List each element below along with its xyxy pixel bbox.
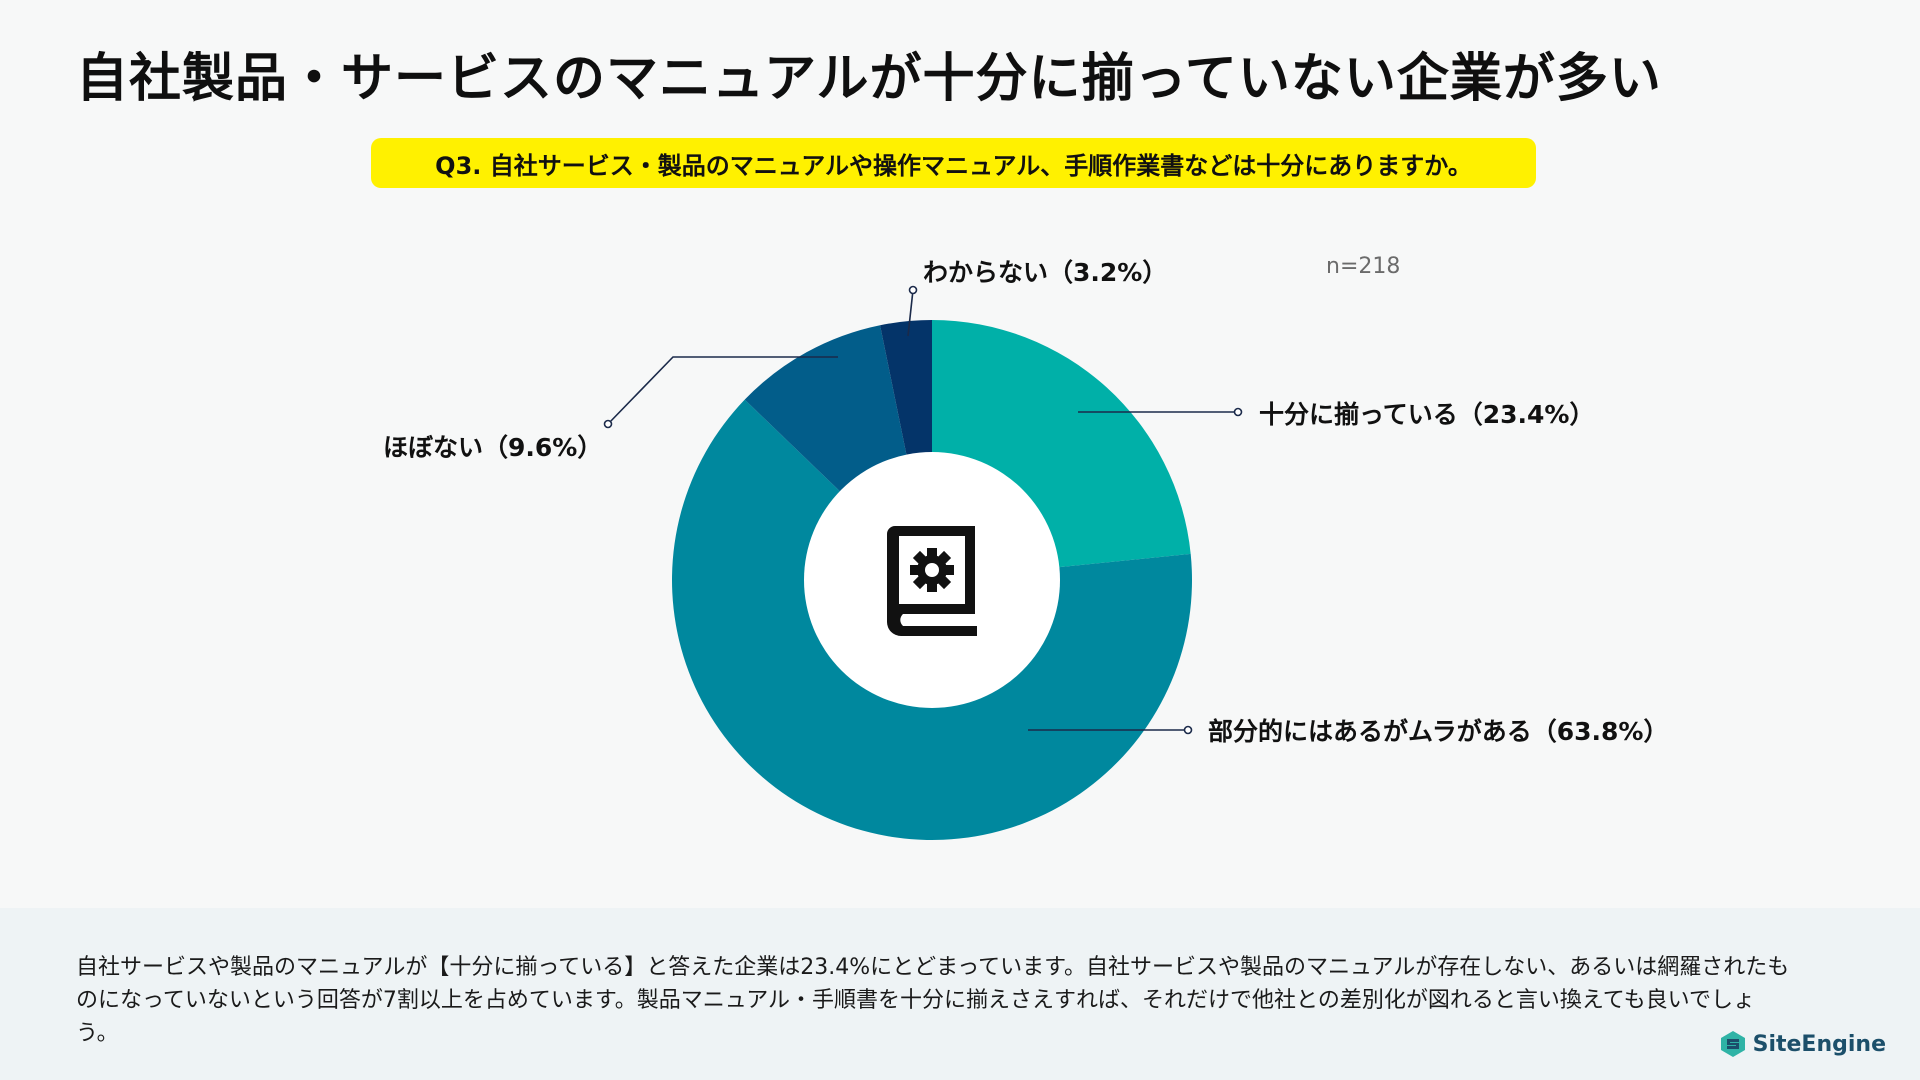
slice-label-partial: 部分的にはあるがムラがある（63.8%） xyxy=(1208,717,1669,746)
footer-panel xyxy=(0,908,1920,1080)
leader-dot-0 xyxy=(1233,407,1243,417)
leader-dot-2 xyxy=(603,419,613,429)
footer-summary-text: 自社サービスや製品のマニュアルが【十分に揃っている】と答えた企業は23.4%にと… xyxy=(76,955,1790,1046)
slice-label-unknown: わからない（3.2%） xyxy=(923,258,1168,287)
slice-label-enough: 十分に揃っている（23.4%） xyxy=(1259,400,1595,429)
sample-size-label: n=218 xyxy=(1326,254,1401,279)
question-banner: Q3. 自社サービス・製品のマニュアルや操作マニュアル、手順作業書などは十分にあ… xyxy=(371,138,1536,188)
brand-logo: SiteEngine xyxy=(1719,1030,1886,1058)
leader-line-2 xyxy=(607,356,838,425)
brand-name: SiteEngine xyxy=(1752,1031,1886,1057)
siteengine-logo-icon xyxy=(1720,1031,1745,1057)
leader-dot-3 xyxy=(908,285,918,295)
manual-gear-book-icon xyxy=(887,526,977,636)
page-title: 自社製品・サービスのマニュアルが十分に揃っていない企業が多い xyxy=(76,49,1662,109)
leader-dot-1 xyxy=(1183,725,1193,735)
slice-label-almost-none: ほぼない（9.6%） xyxy=(383,433,603,462)
leader-line-3 xyxy=(907,289,914,337)
